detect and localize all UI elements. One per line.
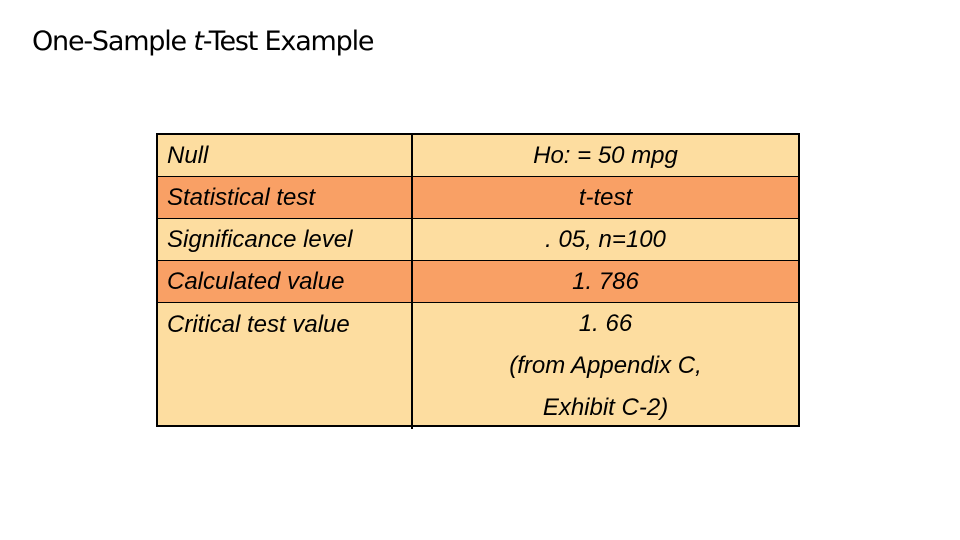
table-row-significance-level: Significance level . 05, n=100 — [158, 218, 798, 261]
table-row-calculated-value: Calculated value 1. 786 — [158, 260, 798, 303]
row-label: Null — [158, 135, 413, 177]
row-value: . 05, n=100 — [412, 218, 798, 261]
row-label: Calculated value — [158, 260, 413, 303]
slide-title: One-Sample t-Test Example — [32, 26, 375, 57]
row-label: Critical test value — [158, 302, 413, 429]
table-row-statistical-test: Statistical test t-test — [158, 176, 798, 219]
row-value: t-test — [412, 176, 798, 219]
row-label: Statistical test — [158, 176, 413, 219]
title-prefix: One-Sample — [32, 26, 194, 57]
results-table-grid: Null Ho: = 50 mpg Statistical test t-tes… — [158, 135, 798, 429]
row-value-multiline: 1. 66 (from Appendix C, Exhibit C-2) — [412, 302, 798, 429]
table-row-critical-test-value: Critical test value 1. 66 (from Appendix… — [158, 302, 798, 429]
row-value-line: 1. 66 — [578, 310, 633, 337]
row-value-line: (from Appendix C, — [509, 352, 702, 379]
row-value: Ho: = 50 mpg — [533, 141, 678, 169]
title-italic-t: t — [193, 26, 204, 57]
row-value-line: Exhibit C-2) — [542, 394, 669, 421]
table-row-null: Null Ho: = 50 mpg — [158, 135, 798, 177]
results-table: Null Ho: = 50 mpg Statistical test t-tes… — [156, 133, 800, 429]
title-suffix: -Test Example — [202, 26, 375, 57]
row-value: 1. 786 — [412, 260, 798, 303]
row-label: Significance level — [158, 218, 413, 261]
